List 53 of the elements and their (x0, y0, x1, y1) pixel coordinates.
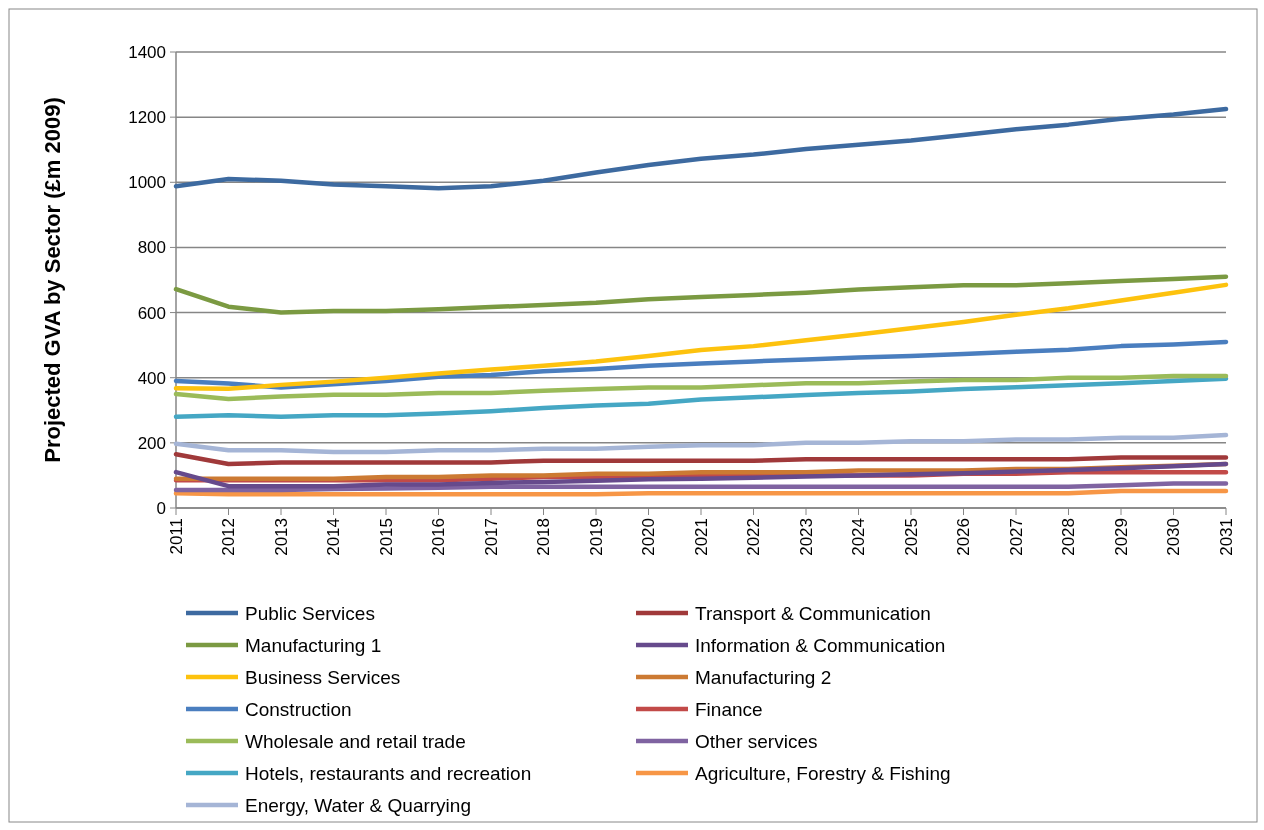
legend-label: Business Services (245, 666, 401, 688)
x-tick-label: 2022 (744, 518, 764, 556)
legend-label: Public Services (245, 602, 375, 624)
x-tick-label: 2031 (1216, 518, 1236, 556)
x-tick-label: 2015 (376, 518, 396, 556)
legend-label: Construction (245, 698, 352, 720)
legend-label: Agriculture, Forestry & Fishing (695, 762, 951, 784)
legend-label: Information & Communication (695, 634, 946, 656)
line-series (173, 274, 1229, 315)
legend-label: Energy, Water & Quarrying (245, 794, 471, 816)
legend-label: Other services (695, 730, 818, 752)
x-tick-label: 2027 (1006, 518, 1026, 556)
y-tick-label: 1400 (128, 42, 166, 62)
legend-label: Manufacturing 1 (245, 634, 382, 656)
line-series (173, 282, 1229, 392)
line-series (173, 339, 1229, 390)
x-tick-label: 2019 (586, 518, 606, 556)
y-tick-label: 1200 (128, 108, 166, 128)
x-tick-label: 2014 (324, 518, 344, 556)
x-tick-label: 2018 (534, 518, 554, 556)
x-tick-label: 2013 (271, 518, 291, 556)
x-tick-label: 2029 (1111, 518, 1131, 556)
y-tick-label: 1000 (128, 173, 166, 193)
x-tick-label: 2016 (429, 518, 449, 556)
x-tick-label: 2024 (849, 518, 869, 556)
x-tick-label: 2023 (796, 518, 816, 556)
line-series (173, 373, 1229, 402)
y-tick-label: 800 (137, 238, 166, 258)
line-series (173, 481, 1229, 493)
x-tick-label: 2028 (1059, 518, 1079, 556)
legend-label: Finance (695, 698, 763, 720)
x-tick-label: 2030 (1164, 518, 1184, 556)
line-series (173, 452, 1229, 467)
x-tick-label: 2025 (901, 518, 921, 556)
y-axis-title: Projected GVA by Sector (£m 2009) (40, 97, 65, 463)
line-series (173, 432, 1229, 455)
x-tick-label: 2011 (166, 518, 186, 555)
x-tick-label: 2026 (954, 518, 974, 556)
y-tick-label: 0 (156, 498, 166, 518)
x-tick-label: 2017 (481, 518, 501, 556)
x-tick-label: 2021 (691, 518, 711, 556)
y-tick-label: 400 (137, 368, 166, 388)
line-series (173, 376, 1229, 420)
line-series (173, 461, 1229, 489)
legend-label: Manufacturing 2 (695, 666, 832, 688)
line-series (173, 106, 1229, 191)
y-tick-label: 600 (137, 303, 166, 323)
legend-label: Wholesale and retail trade (245, 730, 466, 752)
legend-label: Hotels, restaurants and recreation (245, 762, 532, 784)
y-tick-label: 200 (137, 433, 166, 453)
legend-label: Transport & Communication (695, 602, 931, 624)
x-tick-label: 2020 (639, 518, 659, 556)
x-tick-label: 2012 (219, 518, 239, 556)
